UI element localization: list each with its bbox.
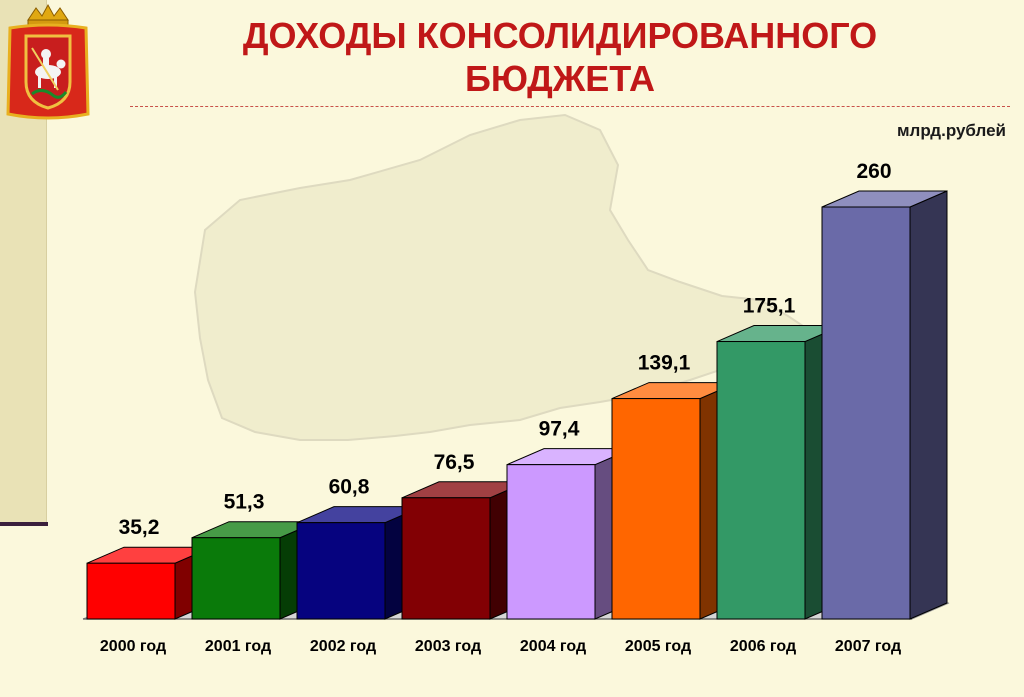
bar bbox=[296, 522, 386, 620]
data-label: 97,4 bbox=[539, 418, 580, 441]
data-label: 35,2 bbox=[119, 516, 160, 539]
bar bbox=[401, 497, 491, 620]
bar bbox=[611, 398, 701, 620]
x-tick-label: 2004 год bbox=[520, 638, 586, 655]
bar bbox=[716, 341, 806, 620]
data-label: 76,5 bbox=[434, 451, 475, 474]
page-title: ДОХОДЫ КОНСОЛИДИРОВАННОГО БЮДЖЕТА bbox=[150, 14, 970, 100]
x-tick-label: 2002 год bbox=[310, 638, 376, 655]
data-label: 51,3 bbox=[224, 491, 265, 514]
bar bbox=[506, 464, 596, 620]
x-tick-label: 2005 год bbox=[625, 638, 691, 655]
left-accent-line bbox=[0, 522, 48, 526]
bar-side bbox=[909, 190, 948, 620]
coat-of-arms-icon bbox=[6, 3, 90, 120]
data-label: 260 bbox=[856, 160, 891, 183]
title-line-2: БЮДЖЕТА bbox=[464, 58, 656, 99]
x-tick-label: 2001 год bbox=[205, 638, 271, 655]
data-label: 139,1 bbox=[638, 352, 691, 375]
x-tick-label: 2007 год bbox=[835, 638, 901, 655]
x-tick-label: 2003 год bbox=[415, 638, 481, 655]
title-divider bbox=[130, 106, 1010, 107]
bar bbox=[86, 562, 176, 620]
unit-label: млрд.рублей bbox=[896, 121, 1006, 140]
data-label: 175,1 bbox=[743, 295, 796, 318]
bar bbox=[821, 206, 911, 620]
x-tick-label: 2006 год bbox=[730, 638, 796, 655]
data-label: 60,8 bbox=[329, 476, 370, 499]
x-tick-label: 2000 год bbox=[100, 638, 166, 655]
title-line-1: ДОХОДЫ КОНСОЛИДИРОВАННОГО bbox=[242, 15, 878, 56]
bar bbox=[191, 537, 281, 620]
